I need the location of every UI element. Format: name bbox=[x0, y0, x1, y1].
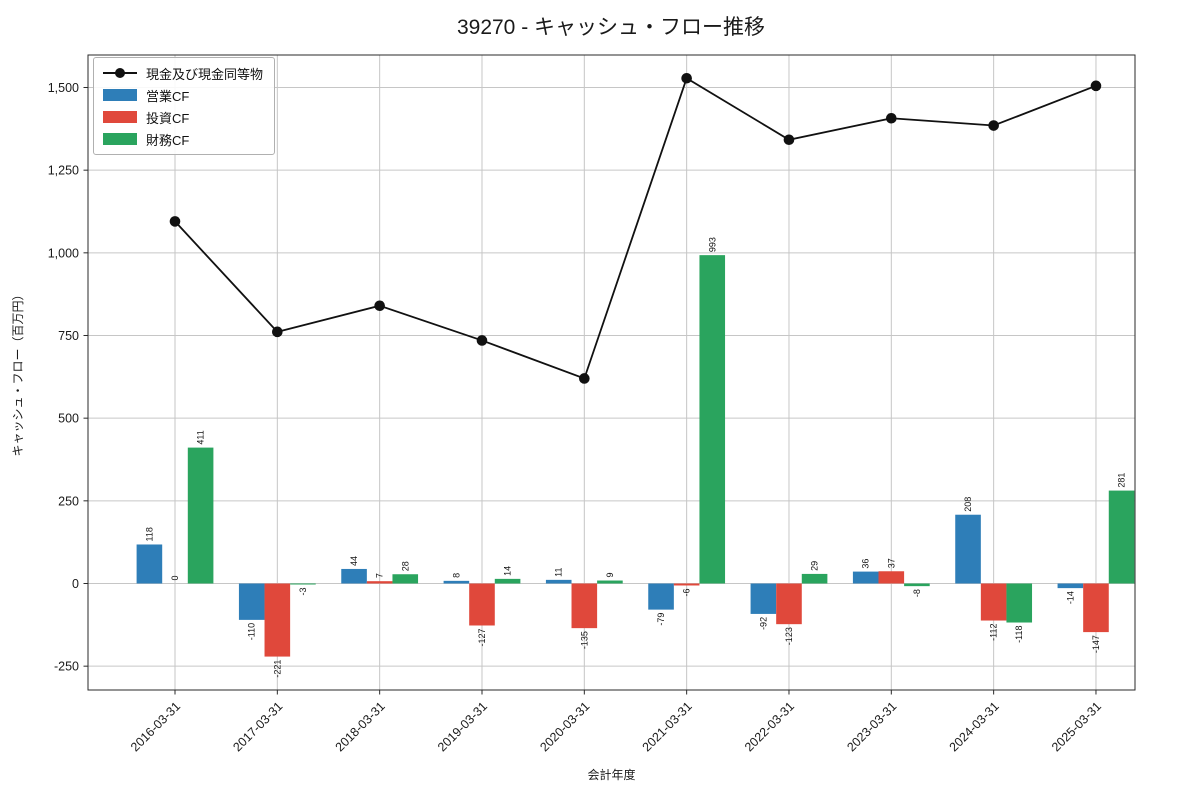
svg-text:-123: -123 bbox=[784, 627, 794, 645]
svg-text:11: 11 bbox=[554, 568, 564, 577]
svg-text:1,500: 1,500 bbox=[48, 81, 79, 95]
cash-line bbox=[169, 72, 1102, 384]
svg-text:28: 28 bbox=[400, 561, 410, 571]
bars-営業CF bbox=[136, 514, 1084, 620]
svg-text:-79: -79 bbox=[656, 613, 666, 626]
investing-cf-swatch-icon bbox=[103, 110, 137, 124]
svg-text:208: 208 bbox=[963, 497, 973, 512]
legend-item-financing-cf: 財務CF bbox=[103, 130, 263, 148]
legend-label: 営業CF bbox=[146, 88, 190, 104]
x-tick-labels: 2016-03-31 2017-03-31 2018-03-31 2019-03-31… bbox=[128, 699, 1104, 754]
svg-text:2023-03-31: 2023-03-31 bbox=[844, 699, 899, 754]
svg-text:-250: -250 bbox=[54, 660, 79, 674]
operating-cf-swatch-icon bbox=[103, 88, 137, 102]
svg-text:37: 37 bbox=[886, 558, 896, 568]
legend-item-cash-equivalents: 現金及び現金同等物 bbox=[103, 64, 263, 82]
svg-text:-6: -6 bbox=[682, 588, 692, 596]
svg-text:2020-03-31: 2020-03-31 bbox=[537, 699, 592, 754]
svg-text:7: 7 bbox=[375, 573, 385, 578]
svg-text:500: 500 bbox=[58, 412, 79, 426]
axes-frame bbox=[83, 54, 1136, 695]
svg-text:2019-03-31: 2019-03-31 bbox=[435, 699, 490, 754]
svg-text:-92: -92 bbox=[758, 617, 768, 630]
svg-text:29: 29 bbox=[810, 561, 820, 571]
svg-text:-127: -127 bbox=[477, 628, 487, 646]
svg-text:250: 250 bbox=[58, 494, 79, 508]
legend: 現金及び現金同等物 営業CF 投資CF 財務CF bbox=[93, 57, 276, 155]
svg-text:750: 750 bbox=[58, 329, 79, 343]
legend-label: 財務CF bbox=[146, 132, 190, 148]
svg-text:-135: -135 bbox=[579, 631, 589, 649]
line-marker-icon bbox=[103, 66, 137, 80]
legend-label: 現金及び現金同等物 bbox=[146, 66, 264, 82]
svg-text:-110: -110 bbox=[247, 623, 257, 640]
svg-text:-14: -14 bbox=[1065, 591, 1075, 604]
svg-text:2018-03-31: 2018-03-31 bbox=[333, 699, 388, 754]
svg-text:9: 9 bbox=[605, 573, 615, 578]
svg-text:36: 36 bbox=[861, 559, 871, 569]
svg-text:2024-03-31: 2024-03-31 bbox=[947, 699, 1002, 754]
chart-title: 39270 - キャッシュ・フロー推移 bbox=[456, 16, 766, 39]
bar-value-labels: 118 -110 44 8 11 -79 -92 36 208 -14 0 -221 7 -127 -135… bbox=[144, 237, 1126, 677]
legend-item-investing-cf: 投資CF bbox=[103, 108, 263, 126]
svg-text:0: 0 bbox=[170, 575, 180, 580]
svg-text:-147: -147 bbox=[1091, 635, 1101, 653]
svg-text:1,250: 1,250 bbox=[48, 164, 79, 178]
svg-text:2016-03-31: 2016-03-31 bbox=[128, 699, 183, 754]
x-axis-title: 会計年度 bbox=[587, 767, 635, 782]
svg-text:281: 281 bbox=[1117, 473, 1127, 488]
legend-label: 投資CF bbox=[146, 110, 190, 126]
bars-投資CF bbox=[264, 571, 1109, 657]
svg-text:-118: -118 bbox=[1014, 626, 1024, 643]
svg-text:-221: -221 bbox=[272, 660, 282, 678]
bars-財務CF bbox=[187, 255, 1135, 623]
svg-text:2017-03-31: 2017-03-31 bbox=[230, 699, 285, 754]
svg-text:1,000: 1,000 bbox=[48, 246, 79, 260]
svg-text:14: 14 bbox=[503, 566, 513, 576]
axis-titles: 会計年度 キャッシュ・フロー（百万円） bbox=[11, 288, 636, 782]
legend-item-operating-cf: 営業CF bbox=[103, 86, 263, 104]
svg-text:411: 411 bbox=[196, 430, 206, 444]
svg-text:8: 8 bbox=[451, 573, 461, 578]
svg-text:44: 44 bbox=[349, 556, 359, 566]
financing-cf-swatch-icon bbox=[103, 132, 137, 146]
svg-text:-3: -3 bbox=[298, 587, 308, 595]
y-axis-title: キャッシュ・フロー（百万円） bbox=[11, 288, 25, 456]
svg-text:118: 118 bbox=[144, 527, 154, 541]
y-tick-labels: -250 0 250 500 750 1,000 1,250 1,500 bbox=[48, 81, 79, 674]
svg-text:993: 993 bbox=[707, 237, 717, 252]
svg-text:-8: -8 bbox=[912, 589, 922, 597]
svg-text:2022-03-31: 2022-03-31 bbox=[742, 699, 797, 754]
svg-text:2021-03-31: 2021-03-31 bbox=[640, 699, 695, 754]
svg-text:2025-03-31: 2025-03-31 bbox=[1049, 699, 1104, 754]
svg-text:-112: -112 bbox=[989, 624, 999, 641]
svg-text:0: 0 bbox=[72, 577, 79, 591]
